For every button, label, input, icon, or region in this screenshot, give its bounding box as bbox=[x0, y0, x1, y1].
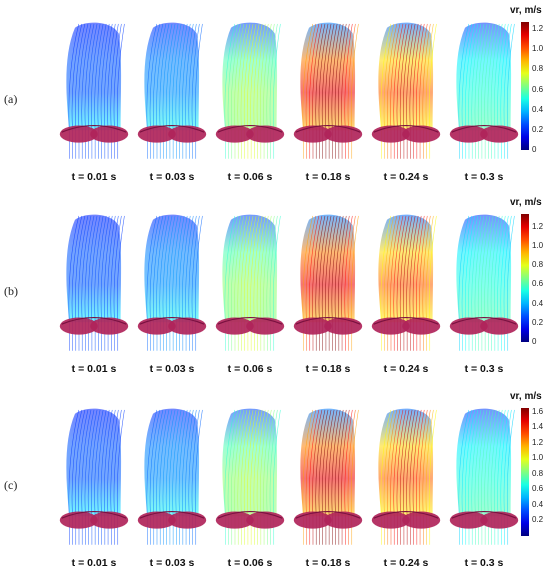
colorbar-tick: 0 bbox=[532, 337, 537, 346]
valve-leaflets bbox=[293, 125, 363, 143]
valve-leaflets bbox=[371, 317, 441, 335]
flow-frame bbox=[368, 208, 444, 353]
flow-frame bbox=[290, 402, 366, 547]
valve-leaflets bbox=[59, 511, 129, 529]
colorbar-tick: 1.2 bbox=[532, 24, 544, 34]
colorbar-tick: 1.2 bbox=[532, 437, 544, 447]
valve-leaflets bbox=[59, 317, 129, 335]
colorbar-tick: 0 bbox=[532, 145, 537, 154]
flow-frame bbox=[446, 208, 522, 353]
colorbar-tick: 0.4 bbox=[532, 499, 544, 509]
colorbar bbox=[521, 408, 529, 536]
time-label: t = 0.01 s bbox=[71, 363, 117, 375]
valve-leaflets bbox=[137, 511, 207, 529]
streamlines bbox=[68, 409, 125, 545]
time-label: t = 0.3 s bbox=[464, 363, 504, 375]
colorbar-tick: 0.2 bbox=[532, 515, 544, 525]
time-label: t = 0.18 s bbox=[305, 171, 351, 183]
time-label: t = 0.01 s bbox=[71, 171, 117, 183]
valve-leaflets bbox=[137, 125, 207, 143]
colorbar-tick: 0.6 bbox=[532, 484, 544, 494]
colorbar-tick: 0.2 bbox=[532, 317, 544, 327]
colorbar bbox=[521, 22, 529, 150]
valve-leaflets bbox=[215, 511, 285, 529]
flow-frame bbox=[368, 402, 444, 547]
colorbar-title: vr, m/s bbox=[510, 5, 542, 16]
flow-frame bbox=[446, 16, 522, 161]
panel-label: (b) bbox=[4, 284, 18, 298]
colorbar-tick: 1.4 bbox=[532, 422, 544, 432]
colorbar-tick: 0.8 bbox=[532, 260, 544, 269]
valve-leaflets bbox=[293, 317, 363, 335]
flow-frame bbox=[212, 16, 288, 161]
panel-label: (c) bbox=[4, 478, 18, 492]
time-label: t = 0.03 s bbox=[149, 557, 195, 569]
panel-row: (c) t = 0.01 s t = 0.03 s t = 0.06 s t = 0.1… bbox=[0, 386, 550, 576]
valve-leaflets bbox=[449, 125, 519, 143]
flow-frame bbox=[446, 402, 522, 547]
colorbar-tick: 1.0 bbox=[532, 44, 544, 54]
colorbar-tick: 1.0 bbox=[532, 453, 544, 463]
colorbar-tick: 1.0 bbox=[532, 240, 544, 250]
time-label: t = 0.18 s bbox=[305, 557, 351, 569]
flow-frame bbox=[134, 208, 210, 353]
flow-frame bbox=[212, 208, 288, 353]
time-label: t = 0.24 s bbox=[383, 557, 429, 569]
valve-leaflets bbox=[137, 317, 207, 335]
colorbar-tick: 0.4 bbox=[532, 298, 544, 308]
colorbar-title: vr, m/s bbox=[510, 391, 542, 402]
valve-leaflets bbox=[371, 511, 441, 529]
flow-frame bbox=[56, 208, 132, 353]
colorbar bbox=[521, 214, 529, 342]
flow-frame bbox=[134, 16, 210, 161]
panel-label: (a) bbox=[4, 92, 18, 106]
flow-frame bbox=[56, 16, 132, 161]
colorbar-tick: 0.8 bbox=[532, 468, 544, 478]
flow-frame bbox=[56, 402, 132, 547]
valve-leaflets bbox=[293, 511, 363, 529]
time-label: t = 0.3 s bbox=[464, 557, 504, 569]
flow-frame bbox=[212, 402, 288, 547]
time-label: t = 0.01 s bbox=[71, 557, 117, 569]
time-label: t = 0.18 s bbox=[305, 363, 351, 375]
time-label: t = 0.06 s bbox=[227, 363, 273, 375]
flow-frame bbox=[134, 402, 210, 547]
colorbar-tick: 0.6 bbox=[532, 84, 544, 94]
valve-leaflets bbox=[215, 317, 285, 335]
time-label: t = 0.06 s bbox=[227, 171, 273, 183]
panel-row: (b) t = 0.01 s t = 0.03 s t = 0.06 s t = 0.1… bbox=[0, 192, 550, 382]
colorbar-tick: 1.6 bbox=[532, 406, 544, 416]
time-label: t = 0.03 s bbox=[149, 363, 195, 375]
time-label: t = 0.03 s bbox=[149, 171, 195, 183]
time-label: t = 0.06 s bbox=[227, 557, 273, 569]
valve-leaflets bbox=[215, 125, 285, 143]
colorbar-tick: 0.8 bbox=[532, 64, 544, 74]
colorbar-tick: 0.6 bbox=[532, 279, 544, 289]
valve-leaflets bbox=[449, 317, 519, 335]
valve-leaflets bbox=[371, 125, 441, 143]
colorbar-tick: 0.2 bbox=[532, 124, 544, 134]
flow-frame bbox=[368, 16, 444, 161]
colorbar-title: vr, m/s bbox=[510, 197, 542, 208]
flow-frame bbox=[290, 208, 366, 353]
time-label: t = 0.24 s bbox=[383, 171, 429, 183]
flow-frame bbox=[290, 16, 366, 161]
time-label: t = 0.24 s bbox=[383, 363, 429, 375]
colorbar-tick: 1.2 bbox=[532, 221, 544, 231]
colorbar-tick: 0.4 bbox=[532, 104, 544, 114]
valve-leaflets bbox=[59, 125, 129, 143]
time-label: t = 0.3 s bbox=[464, 171, 504, 183]
valve-leaflets bbox=[449, 511, 519, 529]
panel-row: (a) t = 0.01 s t = 0.03 s t = 0.06 s t = 0.1… bbox=[0, 0, 550, 190]
